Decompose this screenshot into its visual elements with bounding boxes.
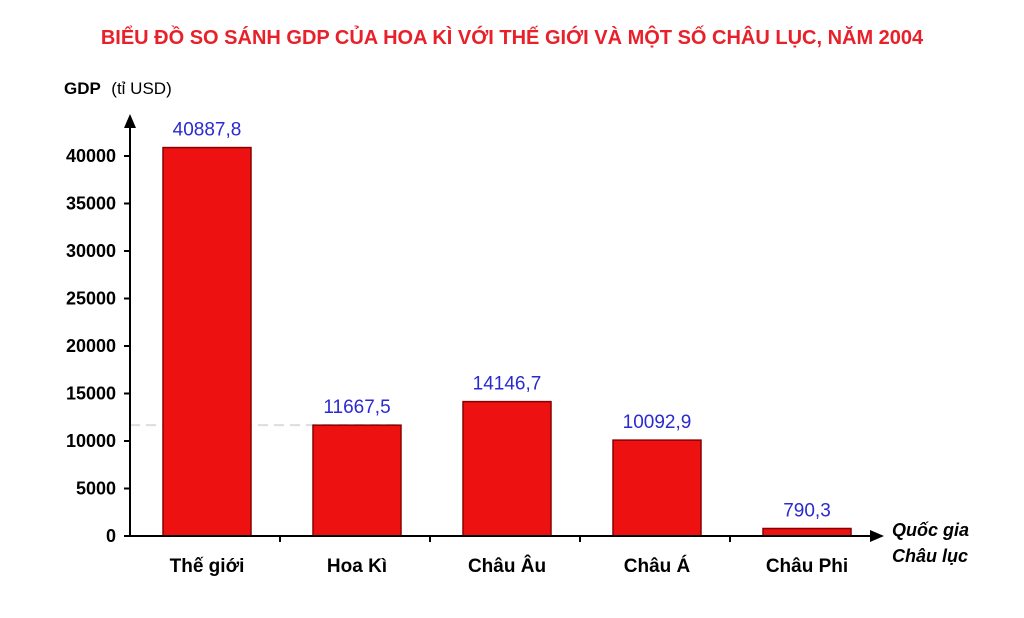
y-axis-arrow-icon — [124, 114, 136, 128]
y-tick-label: 40000 — [66, 146, 116, 166]
bar — [762, 527, 852, 537]
y-ticks-layer: 0 5000 10000 15000 20000 25000 30000 35000 40000 — [66, 146, 130, 546]
x-axis-arrow-icon — [870, 530, 884, 542]
category-label: Hoa Kì — [327, 556, 387, 577]
value-label: 790,3 — [783, 500, 831, 521]
category-label: Châu Á — [624, 555, 691, 577]
x-axis-label-line2: Châu lục — [892, 546, 968, 566]
y-axis-label-unit: (tỉ USD) — [111, 79, 171, 98]
bar — [312, 424, 402, 537]
value-label: 14146,7 — [473, 374, 542, 395]
bar — [612, 439, 702, 537]
y-tick-label: 35000 — [66, 194, 116, 214]
y-axis-label: GDP (tỉ USD) — [64, 79, 172, 98]
bar — [462, 400, 552, 537]
category-labels-layer: Thế giới Hoa Kì Châu Âu Châu Á Châu Phi — [170, 555, 849, 577]
x-axis-label-line1: Quốc gia — [892, 520, 969, 540]
value-label: 11667,5 — [323, 397, 390, 418]
bar — [162, 146, 252, 537]
value-labels-layer: 40887,8 11667,5 14146,7 10092,9 790,3 — [173, 120, 831, 522]
value-label: 40887,8 — [173, 120, 242, 141]
x-ticks-layer — [279, 536, 731, 542]
y-tick-label: 5000 — [76, 479, 116, 499]
category-label: Châu Âu — [468, 555, 546, 577]
y-tick-label: 0 — [106, 526, 116, 546]
bars-layer — [162, 146, 852, 537]
y-tick-label: 25000 — [66, 289, 116, 309]
y-tick-label: 10000 — [66, 431, 116, 451]
category-label: Châu Phi — [766, 556, 848, 577]
y-tick-label: 20000 — [66, 336, 116, 356]
chart-title: BIỂU ĐỒ SO SÁNH GDP CỦA HOA KÌ VỚI THẾ G… — [101, 25, 924, 49]
y-tick-label: 30000 — [66, 241, 116, 261]
y-tick-label: 15000 — [66, 384, 116, 404]
value-label: 10092,9 — [623, 412, 692, 433]
category-label: Thế giới — [170, 556, 245, 577]
y-axis-label-main: GDP — [64, 79, 101, 98]
